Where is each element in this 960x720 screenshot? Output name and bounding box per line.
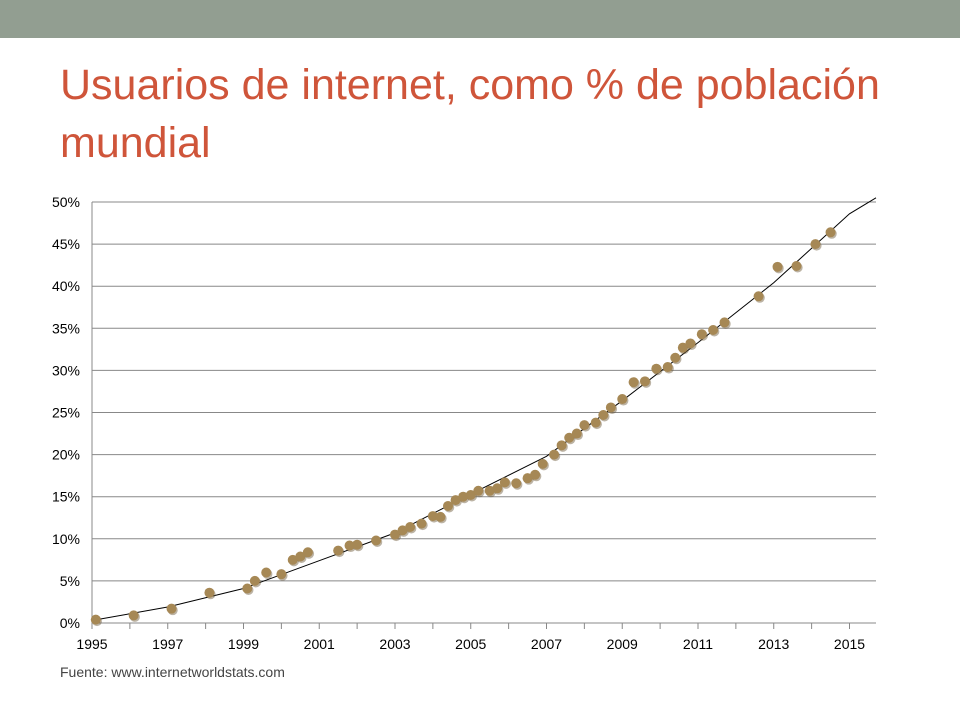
data-point [302, 547, 313, 558]
y-tick-label: 15% [52, 489, 80, 505]
axes [91, 202, 876, 629]
data-point [677, 342, 688, 353]
data-point [639, 376, 650, 387]
data-point [371, 535, 382, 546]
gridlines [92, 201, 876, 582]
x-tick-label: 2007 [531, 636, 562, 652]
data-points [90, 227, 837, 627]
y-tick-label: 20% [52, 447, 80, 463]
data-point [791, 260, 802, 271]
source-note: Fuente: www.internetworldstats.com [60, 664, 285, 680]
data-point [389, 529, 400, 540]
data-point [772, 261, 783, 272]
data-point [242, 583, 253, 594]
data-point [473, 485, 484, 496]
data-point [287, 554, 298, 565]
data-point [204, 587, 215, 598]
data-point [696, 329, 707, 340]
data-point [90, 614, 101, 625]
data-point [590, 417, 601, 428]
data-point [662, 362, 673, 373]
y-tick-label: 40% [52, 278, 80, 294]
data-point [719, 317, 730, 328]
data-point [249, 575, 260, 586]
y-tick-label: 35% [52, 320, 80, 336]
x-tick-label: 1999 [228, 636, 259, 652]
data-point [537, 458, 548, 469]
data-point [670, 352, 681, 363]
data-point [405, 522, 416, 533]
trendline-group [91, 197, 877, 621]
data-point [276, 569, 287, 580]
data-point [427, 511, 438, 522]
y-tick-label: 30% [52, 362, 80, 378]
data-point [708, 324, 719, 335]
top-bar [0, 0, 960, 38]
x-tick-labels: 1995 1997 1999 2001 2003 2005 2007 2009 2011 2013… [76, 636, 865, 652]
y-tick-label: 10% [52, 531, 80, 547]
data-point [492, 483, 503, 494]
trendline [91, 197, 877, 621]
data-point [352, 539, 363, 550]
scatter-chart: 0% 5% 10% 15% 20% 25% 30% 35% 40% 45% 50% 1995 1997… [52, 194, 877, 652]
data-point [628, 377, 639, 388]
data-point [416, 518, 427, 529]
x-tick-label: 2009 [607, 636, 638, 652]
data-point [344, 540, 355, 551]
y-tick-label: 45% [52, 236, 80, 252]
x-tick-label: 2003 [379, 636, 410, 652]
data-point [571, 428, 582, 439]
x-tick-label: 2001 [304, 636, 335, 652]
data-point [651, 363, 662, 374]
data-point [450, 495, 461, 506]
data-point [499, 477, 510, 488]
x-tick-label: 1997 [152, 636, 183, 652]
data-point [465, 490, 476, 501]
data-point [128, 610, 139, 621]
y-tick-label: 0% [60, 615, 80, 631]
data-point [605, 402, 616, 413]
data-point [617, 394, 628, 405]
data-point [564, 432, 575, 443]
data-point [522, 473, 533, 484]
chart-area: 0% 5% 10% 15% 20% 25% 30% 35% 40% 45% 50% 1995 1997… [0, 180, 960, 700]
data-point [825, 227, 836, 238]
y-tick-label: 5% [60, 573, 80, 589]
data-point [295, 551, 306, 562]
data-point [530, 469, 541, 480]
x-tick-label: 2011 [683, 636, 713, 652]
data-point [685, 338, 696, 349]
y-tick-labels: 0% 5% 10% 15% 20% 25% 30% 35% 40% 45% 50% [52, 194, 80, 631]
data-point [484, 485, 495, 496]
data-point [598, 410, 609, 421]
data-point [549, 449, 560, 460]
x-tick-label: 2005 [455, 636, 486, 652]
y-tick-label: 50% [52, 194, 80, 210]
slide-title: Usuarios de internet, como % de població… [60, 61, 880, 167]
data-point [579, 420, 590, 431]
data-point [397, 525, 408, 536]
x-tick-label: 2015 [834, 636, 865, 652]
data-point [443, 500, 454, 511]
data-point [333, 545, 344, 556]
x-tick-label: 2013 [758, 636, 789, 652]
x-tick-label: 1995 [76, 636, 107, 652]
data-point [435, 511, 446, 522]
data-point [753, 291, 764, 302]
data-point [166, 603, 177, 614]
data-point [458, 491, 469, 502]
y-tick-label: 25% [52, 405, 80, 421]
data-point [810, 239, 821, 250]
data-point [556, 440, 567, 451]
data-point [511, 478, 522, 489]
data-point [261, 567, 272, 578]
